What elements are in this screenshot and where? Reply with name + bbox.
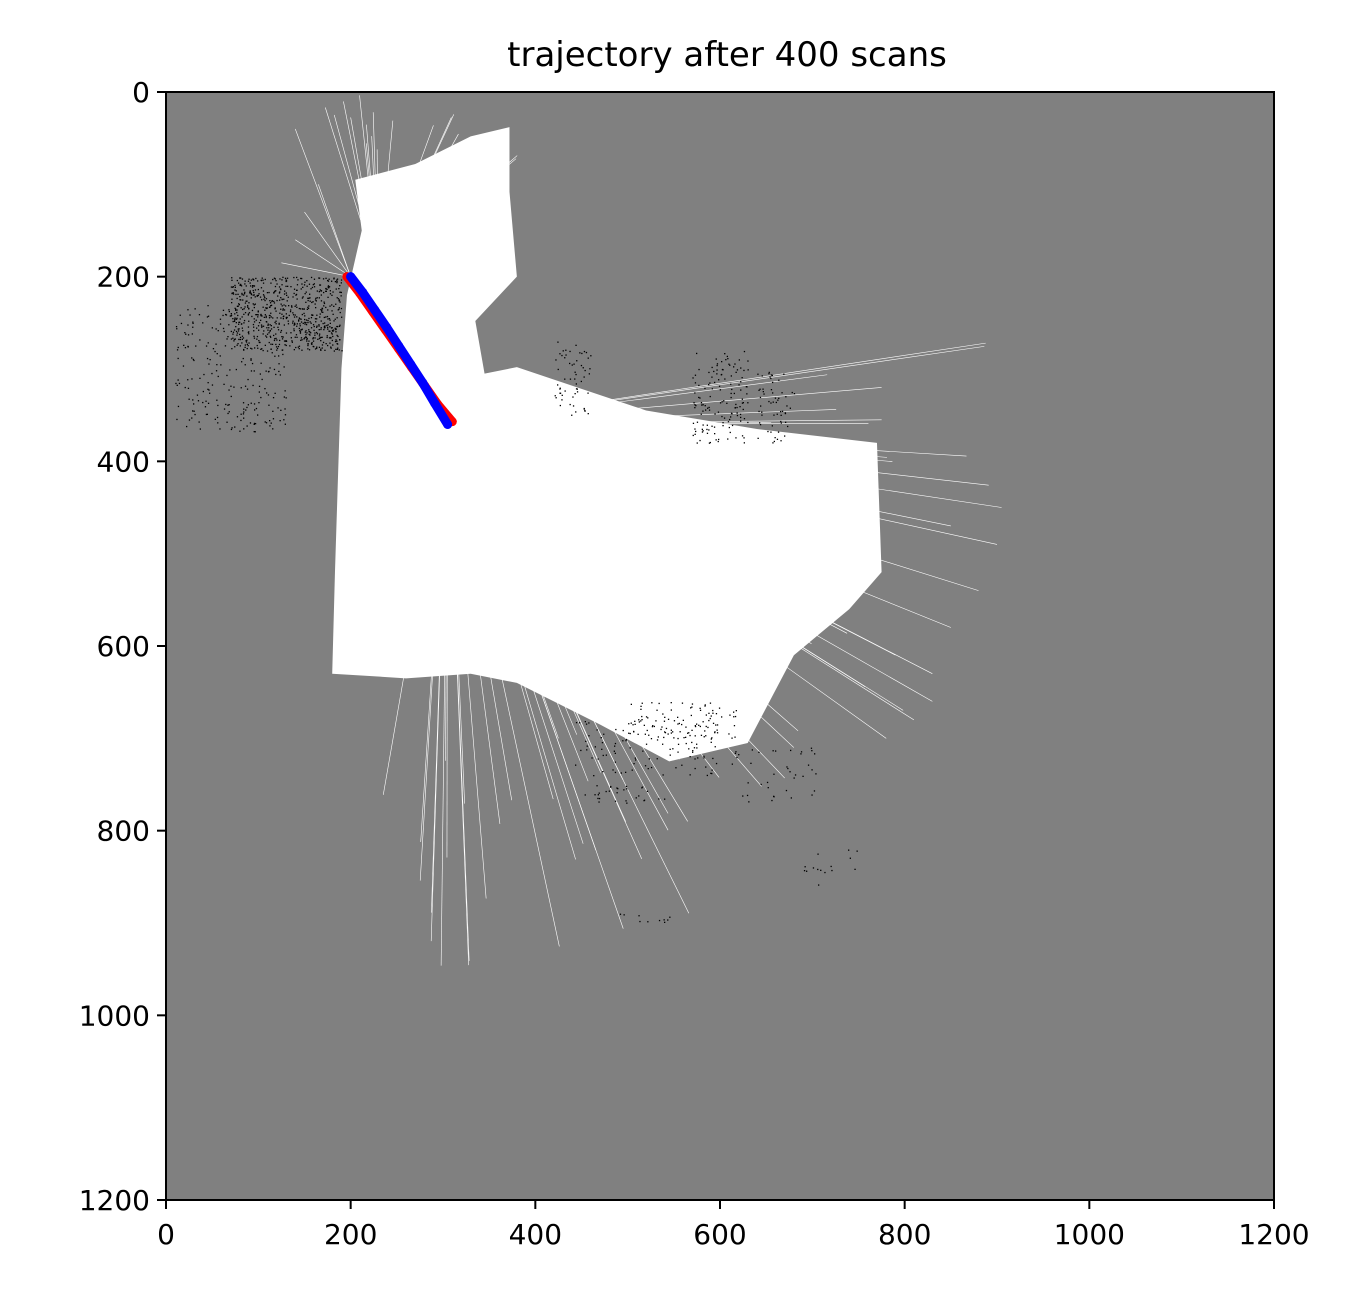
x-tick-label: 800 bbox=[878, 1218, 931, 1251]
chart-title: trajectory after 400 scans bbox=[507, 35, 947, 75]
y-tick-label: 1000 bbox=[79, 999, 150, 1032]
x-tick-label: 200 bbox=[324, 1218, 377, 1251]
occupied-cells bbox=[175, 276, 858, 923]
free-space-region bbox=[332, 127, 882, 762]
trajectory-segment bbox=[430, 398, 453, 429]
y-tick-label: 0 bbox=[132, 76, 150, 109]
y-tick-label: 1200 bbox=[79, 1184, 150, 1217]
y-axis: 0 200 400 600 800 1000 1200 bbox=[79, 76, 166, 1217]
x-axis: 0 200 400 600 800 1000 1200 bbox=[157, 1200, 1310, 1251]
occupancy-map bbox=[175, 95, 1002, 966]
x-tick-label: 600 bbox=[693, 1218, 746, 1251]
x-tick-label: 1000 bbox=[1054, 1218, 1125, 1251]
x-tick-label: 0 bbox=[157, 1218, 175, 1251]
y-tick-label: 400 bbox=[97, 445, 150, 478]
y-tick-label: 800 bbox=[97, 815, 150, 848]
x-tick-label: 1200 bbox=[1238, 1218, 1309, 1251]
laser-rays bbox=[281, 95, 1002, 966]
x-tick-label: 400 bbox=[509, 1218, 562, 1251]
y-tick-label: 200 bbox=[97, 261, 150, 294]
series-1 bbox=[346, 272, 453, 429]
y-tick-label: 600 bbox=[97, 630, 150, 663]
trajectory-series bbox=[342, 272, 457, 429]
